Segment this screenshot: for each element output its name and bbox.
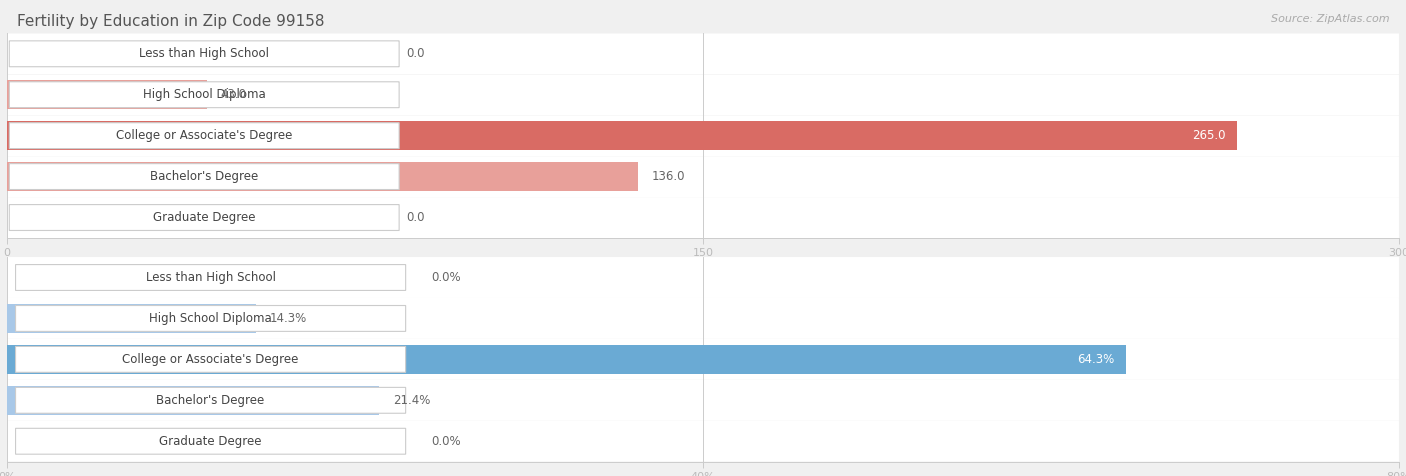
FancyBboxPatch shape: [7, 74, 1399, 115]
FancyBboxPatch shape: [15, 387, 406, 413]
Bar: [7, 80, 207, 109]
Text: 0.0%: 0.0%: [432, 271, 461, 284]
Text: 14.3%: 14.3%: [270, 312, 307, 325]
FancyBboxPatch shape: [15, 265, 406, 290]
Text: College or Associate's Degree: College or Associate's Degree: [122, 353, 299, 366]
FancyBboxPatch shape: [7, 298, 1399, 339]
FancyBboxPatch shape: [10, 41, 399, 67]
FancyBboxPatch shape: [15, 347, 406, 372]
Text: 265.0: 265.0: [1192, 129, 1226, 142]
FancyBboxPatch shape: [10, 205, 399, 230]
Text: Source: ZipAtlas.com: Source: ZipAtlas.com: [1271, 14, 1389, 24]
Bar: [7, 162, 638, 191]
Text: 64.3%: 64.3%: [1077, 353, 1115, 366]
FancyBboxPatch shape: [7, 380, 1399, 421]
FancyBboxPatch shape: [7, 339, 1399, 380]
FancyBboxPatch shape: [15, 428, 406, 454]
FancyBboxPatch shape: [10, 164, 399, 189]
FancyBboxPatch shape: [10, 123, 399, 149]
Text: 0.0%: 0.0%: [432, 435, 461, 448]
Text: 21.4%: 21.4%: [394, 394, 430, 407]
Text: Bachelor's Degree: Bachelor's Degree: [150, 170, 259, 183]
Text: Less than High School: Less than High School: [146, 271, 276, 284]
FancyBboxPatch shape: [7, 421, 1399, 462]
Text: Graduate Degree: Graduate Degree: [159, 435, 262, 448]
Bar: [7, 386, 380, 415]
Text: High School Diploma: High School Diploma: [149, 312, 271, 325]
Bar: [7, 345, 1126, 374]
FancyBboxPatch shape: [7, 33, 1399, 74]
Text: Bachelor's Degree: Bachelor's Degree: [156, 394, 264, 407]
Text: Graduate Degree: Graduate Degree: [153, 211, 256, 224]
FancyBboxPatch shape: [7, 115, 1399, 156]
FancyBboxPatch shape: [15, 306, 406, 331]
Text: 43.0: 43.0: [221, 88, 246, 101]
Text: 136.0: 136.0: [652, 170, 686, 183]
Text: Less than High School: Less than High School: [139, 47, 269, 60]
Text: High School Diploma: High School Diploma: [143, 88, 266, 101]
Text: 0.0: 0.0: [406, 47, 425, 60]
Text: College or Associate's Degree: College or Associate's Degree: [117, 129, 292, 142]
Bar: [7, 121, 1237, 150]
Text: Fertility by Education in Zip Code 99158: Fertility by Education in Zip Code 99158: [17, 14, 325, 30]
FancyBboxPatch shape: [7, 197, 1399, 238]
FancyBboxPatch shape: [10, 82, 399, 108]
Bar: [7, 304, 256, 333]
FancyBboxPatch shape: [7, 257, 1399, 298]
FancyBboxPatch shape: [7, 156, 1399, 197]
Text: 0.0: 0.0: [406, 211, 425, 224]
